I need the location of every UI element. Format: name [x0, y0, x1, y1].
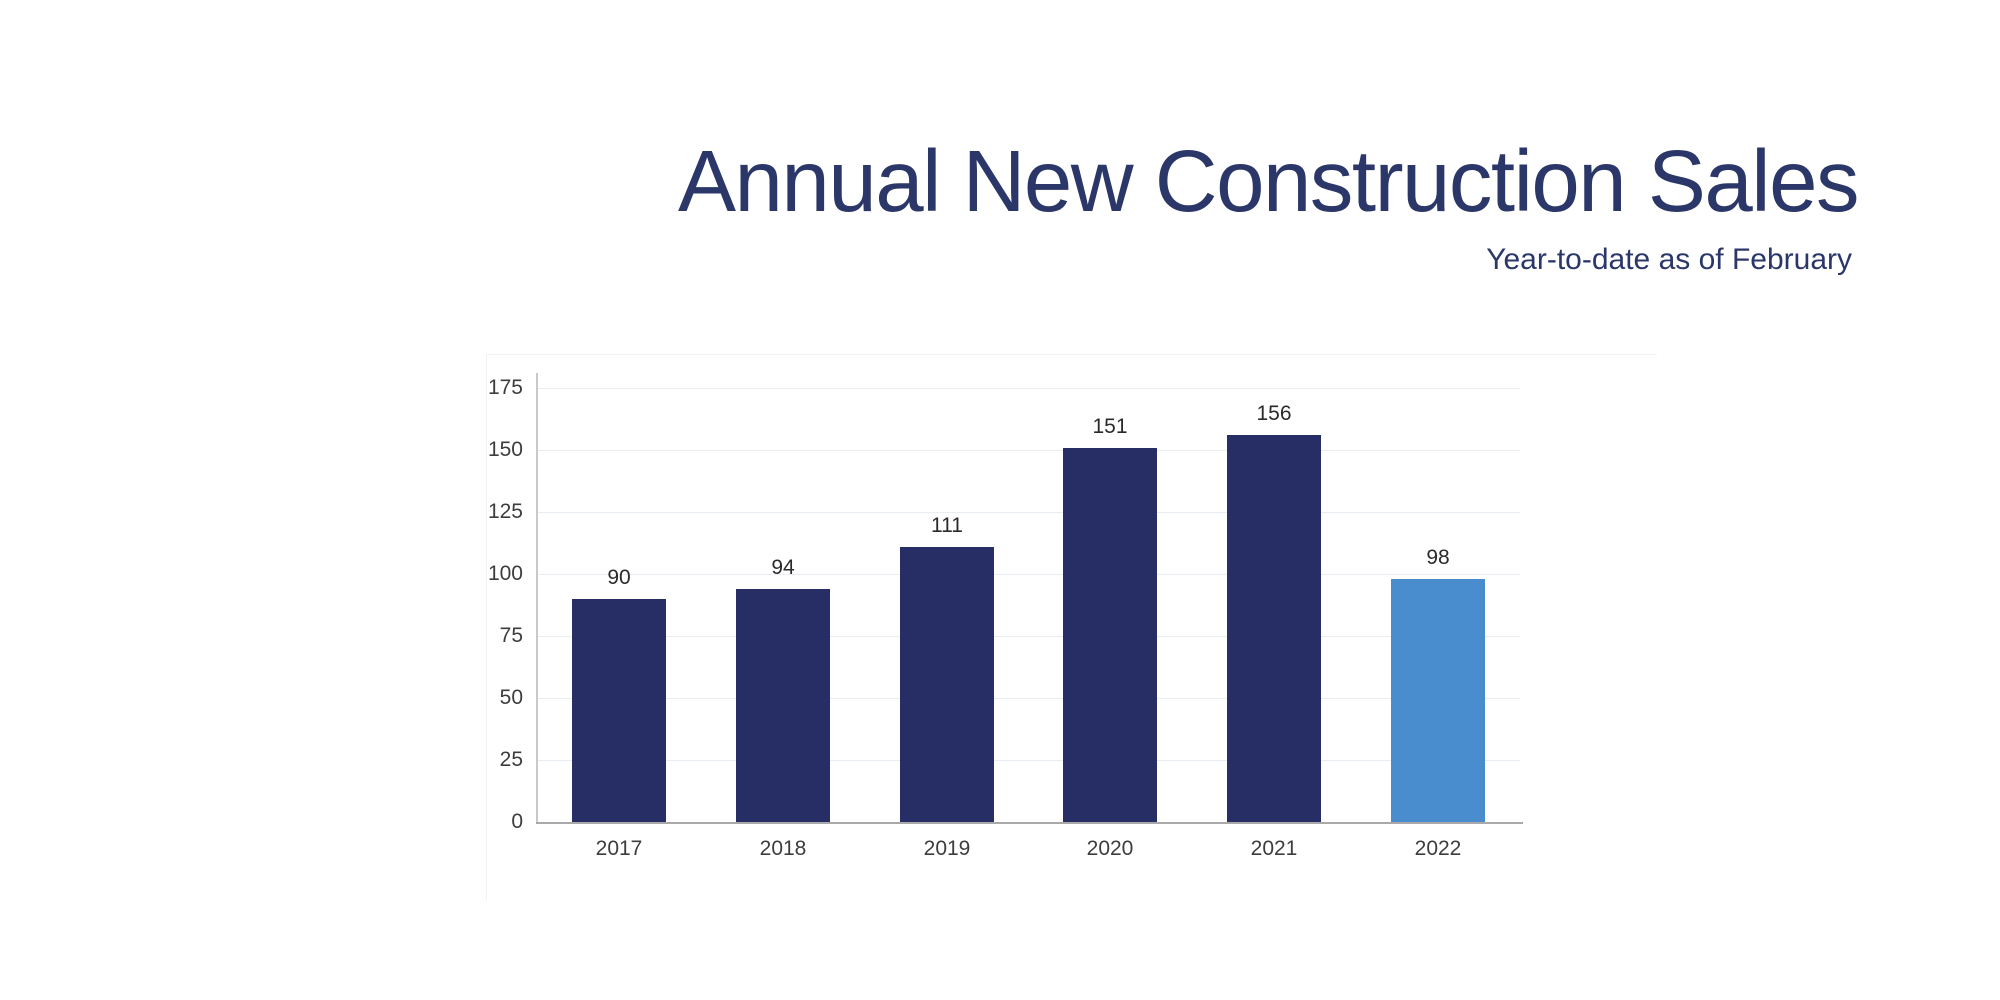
- y-tick-label-175: 175: [487, 376, 523, 399]
- bar-2020: [1063, 448, 1157, 822]
- y-tick-label-25: 25: [499, 748, 523, 771]
- x-tick-label-2022: 2022: [1414, 837, 1462, 860]
- page-subtitle: Year-to-date as of February: [1486, 243, 1852, 276]
- x-axis-line: [536, 822, 1523, 824]
- bar-2017: [572, 599, 666, 822]
- chart-panel: [486, 354, 1657, 901]
- x-tick-label-2021: 2021: [1250, 837, 1298, 860]
- gridline-125: [537, 512, 1520, 513]
- x-tick-label-2019: 2019: [923, 837, 971, 860]
- y-tick-label-0: 0: [511, 810, 523, 833]
- bar-value-label-2021: 156: [1256, 402, 1292, 425]
- gridline-75: [537, 636, 1520, 637]
- bar-value-label-2018: 94: [771, 556, 795, 579]
- x-tick-label-2020: 2020: [1086, 837, 1134, 860]
- y-tick-label-100: 100: [487, 562, 523, 585]
- gridline-150: [537, 450, 1520, 451]
- y-tick-label-150: 150: [487, 438, 523, 461]
- y-tick-label-75: 75: [499, 624, 523, 647]
- bar-value-label-2020: 151: [1092, 415, 1128, 438]
- bar-value-label-2019: 111: [931, 514, 963, 537]
- x-tick-label-2017: 2017: [595, 837, 643, 860]
- gridline-50: [537, 698, 1520, 699]
- bar-2019: [900, 547, 994, 822]
- bar-2021: [1227, 435, 1321, 822]
- page-title: Annual New Construction Sales: [678, 133, 1859, 230]
- gridline-175: [537, 388, 1520, 389]
- bar-value-label-2022: 98: [1426, 546, 1450, 569]
- bar-2022: [1391, 579, 1485, 822]
- gridline-25: [537, 760, 1520, 761]
- bar-2018: [736, 589, 830, 822]
- y-tick-label-125: 125: [487, 500, 523, 523]
- x-tick-label-2018: 2018: [759, 837, 807, 860]
- y-axis-line: [536, 373, 538, 822]
- y-tick-label-50: 50: [499, 686, 523, 709]
- bar-value-label-2017: 90: [607, 566, 631, 589]
- gridline-100: [537, 574, 1520, 575]
